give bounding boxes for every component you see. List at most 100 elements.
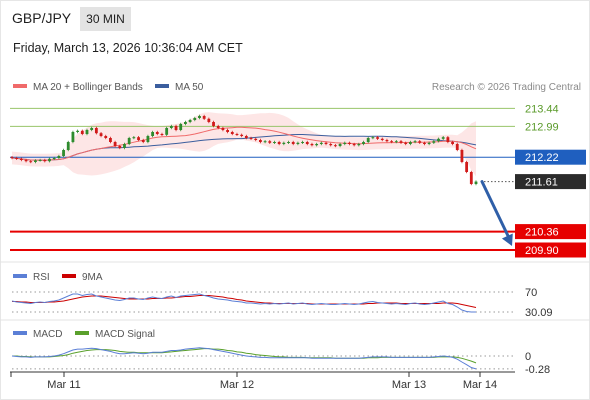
candle-body bbox=[432, 141, 436, 143]
candle-body bbox=[226, 130, 230, 132]
candle-body bbox=[127, 138, 131, 144]
legend-swatch-rsi-ma bbox=[62, 274, 76, 278]
candle-body bbox=[179, 124, 183, 130]
level-tag-210.36 bbox=[515, 224, 586, 240]
candle-body bbox=[184, 122, 187, 124]
candle-body bbox=[366, 138, 370, 142]
candle-body bbox=[212, 122, 215, 126]
candle-body bbox=[151, 132, 155, 136]
candle-body bbox=[319, 142, 323, 144]
candle-body bbox=[437, 138, 440, 142]
candle-body bbox=[296, 142, 300, 144]
candle-body bbox=[235, 134, 239, 135]
candle-body bbox=[301, 142, 304, 143]
candle-body bbox=[362, 142, 365, 144]
candle-body bbox=[155, 132, 159, 134]
candle-body bbox=[423, 142, 426, 144]
candle-body bbox=[263, 141, 267, 143]
candle-body bbox=[137, 137, 140, 140]
candle-body bbox=[216, 126, 220, 128]
candle-body bbox=[329, 144, 333, 146]
candle-body bbox=[10, 157, 14, 159]
macd-panel: 0-0.28 bbox=[11, 347, 550, 376]
candle-body bbox=[418, 141, 422, 143]
candle-body bbox=[282, 142, 286, 144]
candle-body bbox=[273, 142, 276, 143]
level-label-211.61: 211.61 bbox=[525, 177, 558, 189]
level-label-209.90: 209.90 bbox=[525, 245, 559, 257]
candle-body bbox=[202, 116, 206, 119]
level-label-210.36: 210.36 bbox=[525, 227, 559, 239]
candle-body bbox=[193, 118, 197, 120]
candle-body bbox=[57, 156, 61, 158]
legend-swatch-ma20 bbox=[13, 84, 27, 88]
candle-body bbox=[394, 141, 398, 143]
pair-title: GBP/JPY bbox=[12, 10, 72, 26]
candle-body bbox=[404, 142, 408, 144]
candle-body bbox=[380, 138, 384, 140]
candle-body bbox=[188, 120, 192, 122]
candle-body bbox=[165, 128, 169, 135]
candle-body bbox=[24, 160, 28, 162]
candle-body bbox=[460, 150, 464, 162]
candle-body bbox=[254, 138, 258, 140]
rsi-panel: 70 30.09 bbox=[11, 287, 553, 319]
candle-body bbox=[427, 142, 431, 144]
credit-label: Research © 2026 Trading Central bbox=[432, 82, 581, 93]
level-tag-212.22 bbox=[515, 149, 586, 165]
candle-body bbox=[408, 142, 412, 144]
candle-body bbox=[146, 136, 150, 142]
candle-body bbox=[390, 141, 394, 143]
timeframe-badge[interactable] bbox=[80, 7, 131, 31]
candle-body bbox=[19, 158, 23, 160]
candle-body bbox=[34, 160, 37, 162]
candle-body bbox=[132, 137, 136, 139]
candle-body bbox=[446, 137, 450, 142]
candle-body bbox=[474, 181, 478, 184]
timeframe-label: 30 MIN bbox=[86, 12, 125, 26]
candle-body bbox=[90, 128, 94, 130]
candle-body bbox=[109, 138, 112, 142]
candle-body bbox=[85, 130, 89, 134]
datetime-label: Friday, March 13, 2026 10:36:04 AM CET bbox=[13, 41, 243, 55]
candle-body bbox=[80, 130, 84, 134]
candle-body bbox=[315, 144, 319, 146]
candle-body bbox=[310, 144, 314, 146]
candle-body bbox=[66, 142, 70, 150]
x-tick-label: Mar 11 bbox=[47, 379, 80, 391]
candle-body bbox=[71, 132, 75, 142]
candle-body bbox=[29, 161, 33, 163]
macd-level-label-0: 0 bbox=[525, 351, 531, 363]
candle-body bbox=[230, 132, 234, 134]
x-tick-label: Mar 14 bbox=[463, 379, 497, 391]
bollinger-band bbox=[12, 112, 476, 177]
legend-rsi: RSI bbox=[33, 272, 50, 283]
candle-body bbox=[376, 137, 379, 139]
candle-body bbox=[141, 140, 145, 142]
candle-body bbox=[169, 126, 173, 128]
candle-body bbox=[198, 116, 201, 118]
legend-ma50: MA 50 bbox=[175, 82, 204, 93]
candle-body bbox=[399, 141, 403, 143]
candle-body bbox=[287, 142, 290, 143]
candle-body bbox=[469, 172, 473, 184]
candle-body bbox=[305, 142, 309, 144]
forecast-arrow-head bbox=[501, 233, 513, 246]
candle-body bbox=[338, 144, 342, 146]
x-tick-label: Mar 13 bbox=[392, 379, 426, 391]
candle-body bbox=[277, 142, 281, 144]
candle-body bbox=[118, 146, 122, 148]
level-tag-211.61 bbox=[515, 174, 586, 190]
rsi-level-label-70: 70 bbox=[525, 287, 537, 299]
candle-body bbox=[160, 134, 164, 135]
legend-swatch-macd-signal bbox=[75, 331, 89, 335]
candle-body bbox=[221, 128, 225, 130]
candle-body bbox=[343, 142, 347, 144]
candle-body bbox=[52, 158, 56, 159]
candle-body bbox=[258, 140, 262, 142]
level-label-212.99: 212.99 bbox=[525, 121, 559, 133]
candle-body bbox=[291, 142, 295, 144]
